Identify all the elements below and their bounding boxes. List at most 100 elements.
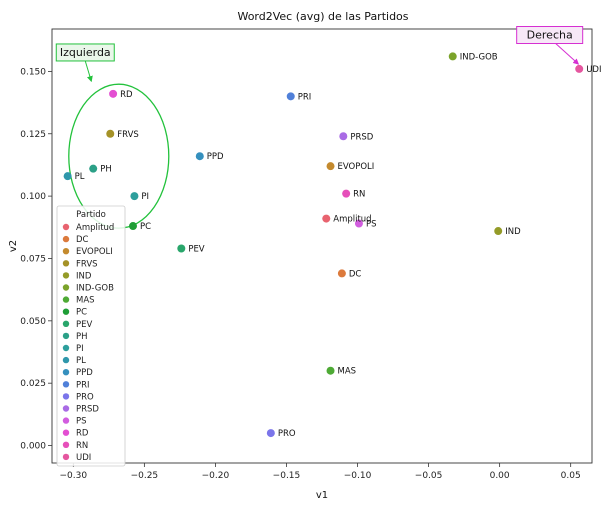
x-tick-label: −0.30 xyxy=(60,471,88,481)
scatter-point-ps xyxy=(354,219,363,228)
point-label-udi: UDI xyxy=(586,65,601,75)
legend-marker-ind xyxy=(62,272,70,279)
izquierda-label: Izquierda xyxy=(60,46,111,59)
derecha-label: Derecha xyxy=(527,29,573,42)
legend-box xyxy=(56,205,126,467)
legend-entry-ind: IND xyxy=(76,271,92,281)
point-label-pc: PC xyxy=(140,222,151,232)
x-tick-label: −0.05 xyxy=(415,471,443,481)
legend-marker-evopoli xyxy=(62,248,70,255)
x-axis: −0.30 −0.25 −0.20 −0.15 −0.10 −0.05 0.00 0.05 xyxy=(60,463,581,481)
legend-marker-amplitud xyxy=(62,223,70,231)
y-tick-label: 0.025 xyxy=(20,379,46,389)
point-label-pl: PL xyxy=(75,172,85,182)
point-label-pev: PEV xyxy=(188,244,204,254)
legend-marker-rd xyxy=(62,429,70,436)
scatter-point-rn xyxy=(342,189,351,198)
legend-marker-pri xyxy=(62,381,70,388)
legend-entry-evopoli: EVOPOLI xyxy=(76,247,113,257)
point-label-amplitud: Amplitud xyxy=(333,215,371,225)
legend-entry-mas: MAS xyxy=(76,296,95,306)
point-label-mas: MAS xyxy=(338,367,357,377)
point-label-ps: PS xyxy=(366,220,377,230)
annotations: Izquierda Derecha xyxy=(55,26,584,83)
legend-entry-pc: PC xyxy=(76,308,87,318)
legend-marker-pl xyxy=(62,356,70,364)
scatter-point-mas xyxy=(326,366,335,375)
legend-entry-ind-gob: IND-GOB xyxy=(76,284,114,294)
scatter-point-frvs xyxy=(106,129,115,138)
legend-entry-pl: PL xyxy=(76,356,86,366)
point-labels: Amplitud DC EVOPOLI FRVS IND IND-GOB MAS PC PEV P… xyxy=(75,52,602,439)
point-label-pi: PI xyxy=(141,192,149,202)
izquierda-box xyxy=(55,43,115,62)
scatter-point-prsd xyxy=(339,132,348,141)
scatter-point-pl xyxy=(63,172,72,181)
y-tick-label: 0.100 xyxy=(20,192,46,202)
x-tick-label: −0.20 xyxy=(202,471,230,481)
legend-marker-prsd xyxy=(62,405,70,412)
legend-entry-pri: PRI xyxy=(76,380,90,390)
derecha-arrow xyxy=(555,43,580,65)
scatter-point-amplitud xyxy=(322,214,331,223)
point-label-dc: DC xyxy=(349,269,362,279)
legend-entry-ps: PS xyxy=(76,417,87,427)
legend-marker-frvs xyxy=(62,260,70,267)
legend-marker-pc xyxy=(62,308,70,315)
point-label-pri: PRI xyxy=(298,92,312,102)
legend-marker-pi xyxy=(62,344,70,352)
data-points xyxy=(63,52,584,438)
point-label-rd: RD xyxy=(120,90,133,100)
point-label-ph: PH xyxy=(100,165,112,175)
scatter-point-udi xyxy=(575,64,584,73)
legend-marker-pev xyxy=(62,320,70,327)
legend-entry-dc: DC xyxy=(76,235,89,245)
x-tick-label: 0.00 xyxy=(490,471,510,481)
legend-marker-ind-gob xyxy=(62,284,70,291)
legend-entry-frvs: FRVS xyxy=(76,259,98,269)
derecha-box xyxy=(516,26,584,45)
legend: Partido Amplitud DC EVOPOLI FRVS IND IND-GOB MA… xyxy=(56,205,126,467)
legend-marker-ps xyxy=(62,417,70,424)
point-label-evopoli: EVOPOLI xyxy=(338,162,375,172)
scatter-point-pro xyxy=(266,429,275,438)
point-label-rn: RN xyxy=(353,190,365,200)
scatter-point-ph xyxy=(89,164,98,173)
legend-title: Partido xyxy=(76,210,106,220)
scatter-point-pi xyxy=(130,192,139,201)
chart-title: Word2Vec (avg) de las Partidos xyxy=(237,10,408,23)
x-tick-label: 0.05 xyxy=(561,471,581,481)
point-label-ind-gob: IND-GOB xyxy=(460,52,498,62)
legend-marker-udi xyxy=(62,453,70,461)
legend-entry-rd: RD xyxy=(76,429,89,439)
scatter-point-rd xyxy=(109,89,118,98)
legend-entry-prsd: PRSD xyxy=(76,405,99,415)
legend-entry-pro: PRO xyxy=(76,392,94,402)
plot-area xyxy=(51,28,593,464)
x-tick-label: −0.15 xyxy=(273,471,301,481)
point-label-pro: PRO xyxy=(278,429,296,439)
legend-entry-udi: UDI xyxy=(76,453,91,463)
x-tick-label: −0.25 xyxy=(131,471,159,481)
scatter-point-dc xyxy=(337,269,346,278)
y-tick-label: 0.125 xyxy=(20,130,46,140)
point-label-frvs: FRVS xyxy=(117,130,139,140)
x-tick-label: −0.10 xyxy=(344,471,372,481)
izquierda-arrow xyxy=(84,60,93,83)
legend-entry-rn: RN xyxy=(76,441,88,451)
scatter-point-pc xyxy=(129,222,137,231)
y-axis-label: v2 xyxy=(8,240,19,252)
legend-marker-rn xyxy=(62,441,70,448)
y-tick-label: 0.075 xyxy=(20,254,46,264)
scatter-point-ppd xyxy=(195,152,204,161)
y-tick-label: 0.000 xyxy=(20,442,46,452)
y-tick-label: 0.050 xyxy=(20,317,46,327)
point-label-ind: IND xyxy=(505,227,521,237)
legend-entry-ppd: PPD xyxy=(76,368,93,378)
legend-entry-amplitud: Amplitud xyxy=(76,223,114,233)
legend-marker-ph xyxy=(62,332,70,340)
legend-marker-pro xyxy=(62,393,70,400)
legend-marker-dc xyxy=(62,235,70,243)
y-tick-label: 0.150 xyxy=(20,67,46,77)
